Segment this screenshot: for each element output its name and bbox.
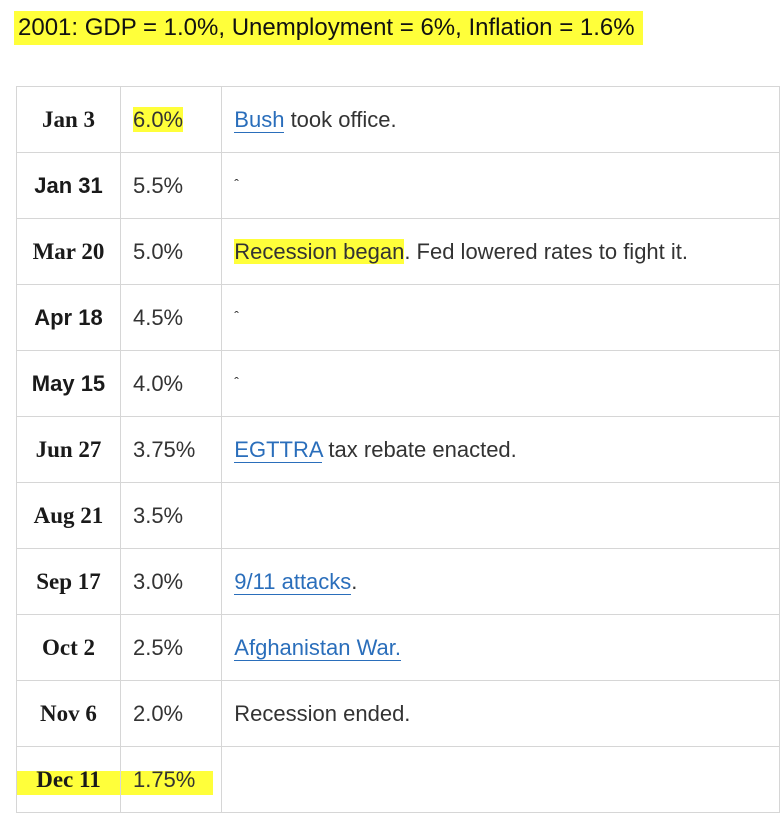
note-text: . — [351, 568, 358, 594]
note-text: tax rebate enacted. — [322, 436, 517, 462]
note-cell: 9/11 attacks. — [221, 548, 780, 615]
date-text: Sep 17 — [36, 568, 101, 594]
table-row: Sep 17 3.0% 9/11 attacks. — [16, 548, 780, 615]
date-cell: Oct 2 — [16, 614, 121, 681]
table-row: Jan 31 5.5% ˆ — [16, 152, 780, 219]
note-cell: Recession ended. — [221, 680, 780, 747]
date-cell: Jan 31 — [16, 152, 121, 219]
recession-began-highlight: Recession began — [234, 238, 405, 264]
rate-text: 3.75% — [132, 436, 196, 462]
note-cell — [221, 746, 780, 813]
date-text: Oct 2 — [41, 634, 95, 660]
note-cell: ˆ — [221, 284, 780, 351]
rate-cell: 4.5% — [119, 284, 223, 351]
egttra-link[interactable]: EGTTRA — [234, 436, 323, 463]
ditto-mark: ˆ — [234, 373, 239, 390]
highlighter-stroke — [17, 771, 120, 795]
rate-cell: 5.0% — [119, 218, 223, 285]
date-cell: Mar 20 — [16, 218, 121, 285]
date-cell: Dec 11 — [16, 746, 121, 813]
rate-cell: 3.0% — [119, 548, 223, 615]
date-cell: Nov 6 — [16, 680, 121, 747]
bush-link[interactable]: Bush — [234, 106, 285, 133]
rate-text: 1.75% — [132, 766, 196, 792]
date-text: Dec 11 — [36, 766, 101, 792]
note-text: took office. — [284, 106, 397, 132]
date-cell: Jun 27 — [16, 416, 121, 483]
table-row: Apr 18 4.5% ˆ — [16, 284, 780, 351]
rate-cell: 2.0% — [119, 680, 223, 747]
table-row: Jun 27 3.75% EGTTRA tax rebate enacted. — [16, 416, 780, 483]
date-text: Mar 20 — [32, 238, 105, 264]
date-text: May 15 — [31, 370, 106, 396]
note-text: . Fed lowered rates to fight it. — [404, 238, 689, 264]
date-text: Apr 18 — [34, 304, 103, 330]
rate-text: 3.5% — [132, 502, 184, 528]
rate-cell: 3.75% — [119, 416, 223, 483]
note-text: Recession ended. — [234, 700, 411, 726]
rate-cell: 3.5% — [119, 482, 223, 549]
rate-history-table: Jan 3 6.0% Bush took office. Jan 31 5.5%… — [16, 86, 780, 813]
table-row: Dec 11 1.75% — [16, 746, 780, 813]
note-cell: ˆ — [221, 152, 780, 219]
ditto-mark: ˆ — [234, 175, 239, 192]
rate-text: 2.5% — [132, 634, 184, 660]
rate-text: 5.5% — [132, 172, 184, 198]
rate-text: 3.0% — [132, 568, 184, 594]
rate-text: 5.0% — [132, 238, 184, 264]
rate-text: 4.5% — [132, 304, 184, 330]
highlighter-stroke — [120, 771, 214, 795]
date-text: Jun 27 — [35, 436, 102, 462]
note-cell: Afghanistan War. — [221, 614, 780, 681]
date-cell: Sep 17 — [16, 548, 121, 615]
rate-cell: 6.0% — [119, 86, 223, 153]
date-text: Jan 31 — [34, 172, 103, 198]
date-text: Jan 3 — [41, 106, 95, 132]
note-cell: Bush took office. — [221, 86, 780, 153]
note-cell: Recession began. Fed lowered rates to fi… — [221, 218, 780, 285]
table-row: May 15 4.0% ˆ — [16, 350, 780, 417]
rate-text: 4.0% — [132, 370, 184, 396]
page-heading: 2001: GDP = 1.0%, Unemployment = 6%, Inf… — [14, 11, 643, 45]
rate-text-highlighted: 6.0% — [132, 106, 184, 132]
afghanistan-war-link[interactable]: Afghanistan War. — [234, 634, 402, 661]
note-cell — [221, 482, 780, 549]
table-row: Mar 20 5.0% Recession began. Fed lowered… — [16, 218, 780, 285]
table-row: Jan 3 6.0% Bush took office. — [16, 86, 780, 153]
note-cell: ˆ — [221, 350, 780, 417]
date-cell: Aug 21 — [16, 482, 121, 549]
rate-cell: 2.5% — [119, 614, 223, 681]
date-cell: Jan 3 — [16, 86, 121, 153]
date-cell: Apr 18 — [16, 284, 121, 351]
rate-text: 2.0% — [132, 700, 184, 726]
table-row: Aug 21 3.5% — [16, 482, 780, 549]
table-row: Nov 6 2.0% Recession ended. — [16, 680, 780, 747]
ditto-mark: ˆ — [234, 307, 239, 324]
rate-cell: 5.5% — [119, 152, 223, 219]
rate-cell: 4.0% — [119, 350, 223, 417]
date-text: Aug 21 — [33, 502, 104, 528]
table-row: Oct 2 2.5% Afghanistan War. — [16, 614, 780, 681]
rate-cell: 1.75% — [119, 746, 223, 813]
note-cell: EGTTRA tax rebate enacted. — [221, 416, 780, 483]
date-text: Nov 6 — [40, 700, 97, 726]
date-cell: May 15 — [16, 350, 121, 417]
sept-11-attacks-link[interactable]: 9/11 attacks — [234, 568, 352, 595]
